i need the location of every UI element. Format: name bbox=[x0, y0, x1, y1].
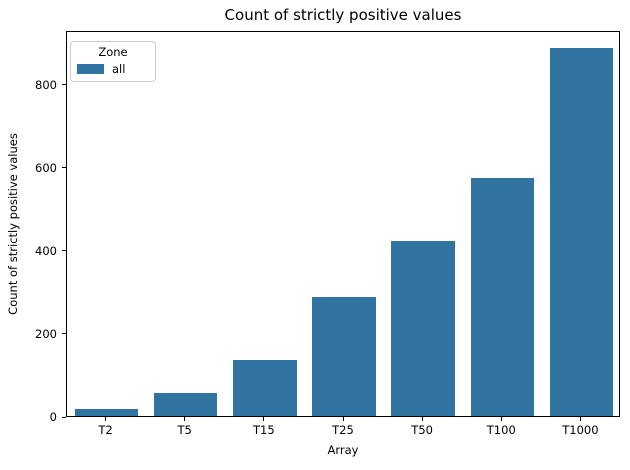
y-tick-mark-800 bbox=[62, 84, 66, 86]
x-tick-mark-T2 bbox=[105, 417, 107, 421]
legend-title: Zone bbox=[98, 45, 128, 59]
y-tick-label-800: 800 bbox=[35, 77, 57, 92]
legend-swatch-all bbox=[77, 64, 104, 74]
bar-T100 bbox=[470, 178, 534, 416]
y-tick-mark-0 bbox=[62, 416, 66, 418]
y-tick-label-0: 0 bbox=[49, 410, 57, 424]
y-tick-mark-600 bbox=[62, 167, 66, 169]
x-tick-label-T15: T15 bbox=[253, 423, 275, 437]
x-tick-label-T1000: T1000 bbox=[562, 423, 599, 437]
x-tick-label-T2: T2 bbox=[98, 423, 113, 437]
y-tick-label-400: 400 bbox=[35, 243, 57, 258]
x-tick-label-T25: T25 bbox=[332, 423, 354, 437]
x-tick-mark-T15 bbox=[263, 417, 265, 421]
x-tick-label-T100: T100 bbox=[486, 423, 516, 437]
x-axis-label: Array bbox=[327, 443, 359, 457]
y-tick-mark-400 bbox=[62, 250, 66, 252]
bar-T25 bbox=[312, 296, 376, 416]
bar-T50 bbox=[391, 241, 455, 416]
x-tick-mark-T100 bbox=[500, 417, 502, 421]
bar-T2 bbox=[74, 408, 139, 416]
legend-item-all: all bbox=[77, 62, 149, 76]
bar-T15 bbox=[233, 359, 297, 416]
x-tick-label-T5: T5 bbox=[177, 423, 192, 437]
x-tick-mark-T1000 bbox=[579, 417, 581, 421]
x-tick-mark-T50 bbox=[421, 417, 423, 421]
legend: Zone all bbox=[70, 41, 156, 82]
x-tick-label-T50: T50 bbox=[411, 423, 433, 437]
x-tick-mark-T5 bbox=[184, 417, 186, 421]
y-tick-label-600: 600 bbox=[35, 160, 57, 175]
bar-T1000 bbox=[549, 48, 614, 416]
plot-area bbox=[66, 31, 620, 417]
x-tick-mark-T25 bbox=[342, 417, 344, 421]
y-tick-mark-200 bbox=[62, 333, 66, 335]
legend-item-label: all bbox=[112, 62, 126, 76]
y-tick-label-200: 200 bbox=[35, 326, 57, 341]
bar-T5 bbox=[154, 392, 218, 416]
chart-title: Count of strictly positive values bbox=[224, 6, 462, 24]
